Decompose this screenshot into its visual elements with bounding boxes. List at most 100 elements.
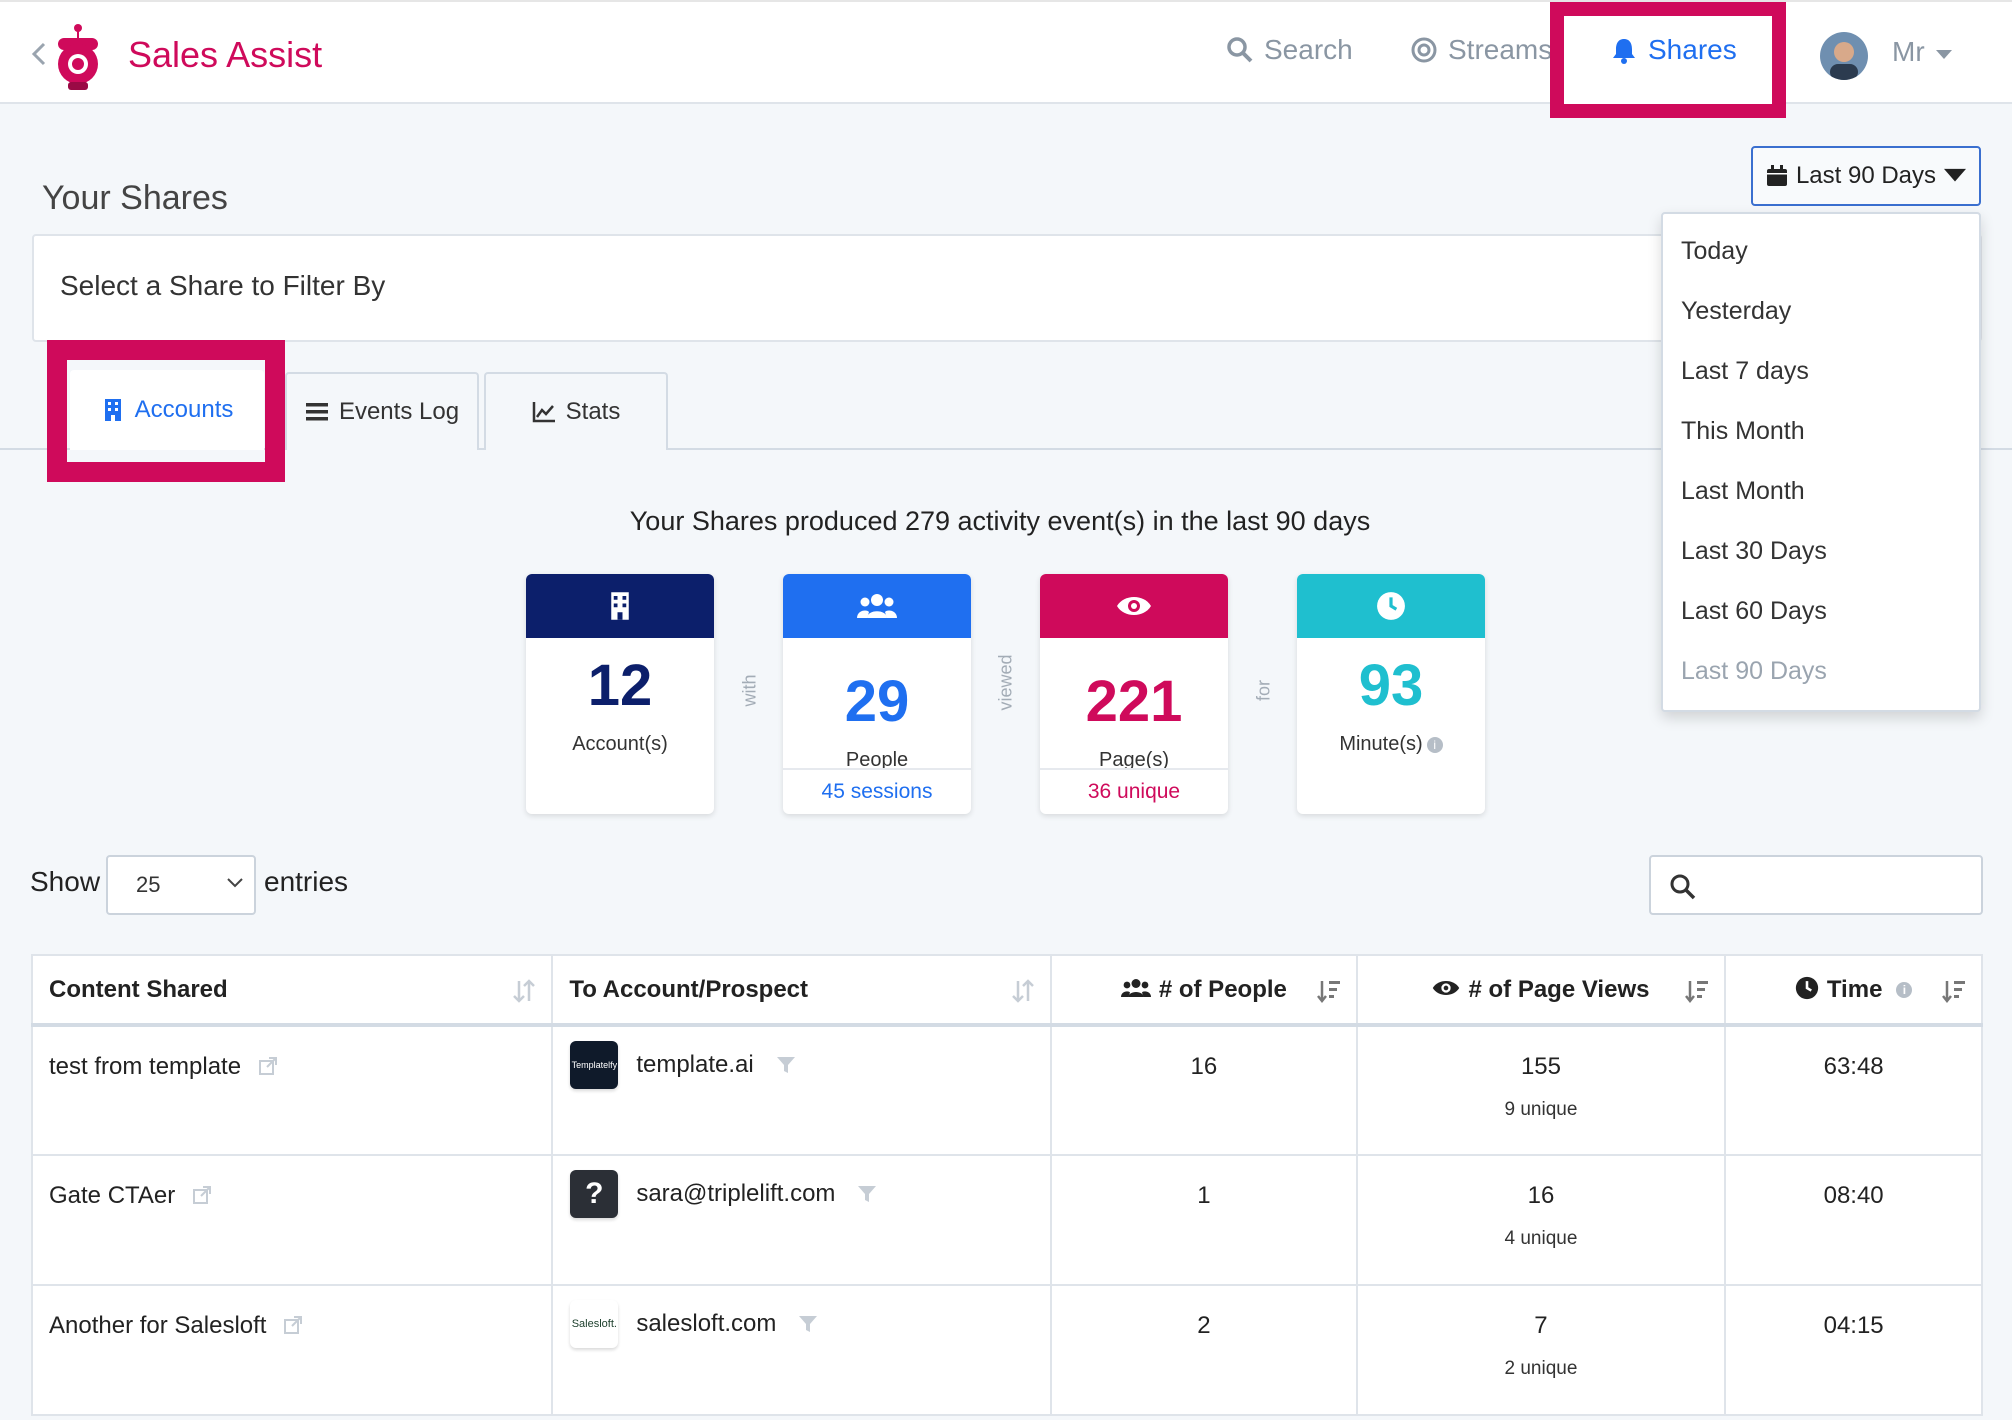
entries-label: entries — [264, 866, 349, 897]
search-icon — [1670, 874, 1696, 900]
connector-viewed: viewed — [995, 654, 1016, 711]
entries-per-page-select[interactable]: 25 — [106, 855, 256, 915]
clock-icon — [1377, 592, 1405, 620]
top-navbar: Sales Assist Search Streams Shares Mr — [0, 0, 2012, 118]
share-filter-label: Select a Share to Filter By — [60, 270, 386, 301]
date-option-last-7-days[interactable]: Last 7 days — [1681, 357, 1809, 385]
header-num-people[interactable]: # of People — [1050, 954, 1358, 1027]
sort-icon — [1012, 979, 1034, 1003]
date-option-last-month[interactable]: Last Month — [1681, 477, 1805, 505]
date-range-dropdown: Today Yesterday Last 7 days This Month L… — [1661, 212, 1981, 712]
shares-highlight-box — [1550, 2, 1786, 118]
account-cell: Templatelfy template.ai — [551, 1024, 1053, 1156]
account-cell: ? sara@triplelift.com — [551, 1154, 1053, 1286]
sort-icon — [513, 979, 536, 1003]
unique-pages-count[interactable]: 36 unique — [1040, 768, 1228, 814]
time-cell: 63:48 — [1724, 1024, 1983, 1156]
content-shared-cell: Another for Salesloft — [30, 1284, 554, 1416]
minutes-label: Minute(s) i — [1297, 733, 1485, 756]
caret-down-icon — [1944, 168, 1967, 182]
user-avatar[interactable] — [1820, 32, 1868, 80]
chevron-down-icon — [227, 878, 243, 888]
date-option-last-60-days[interactable]: Last 60 Days — [1681, 597, 1827, 625]
account-name[interactable]: sara@triplelift.com — [636, 1180, 836, 1207]
content-shared-cell: Gate CTAer — [30, 1154, 554, 1286]
eye-icon — [1117, 597, 1151, 615]
account-name[interactable]: template.ai — [636, 1051, 754, 1078]
date-option-last-30-days[interactable]: Last 30 Days — [1681, 537, 1827, 565]
people-icon — [857, 594, 897, 618]
nav-shares[interactable]: Shares — [1610, 34, 1737, 66]
people-icon — [1120, 978, 1151, 997]
header-time[interactable]: Time i — [1724, 954, 1983, 1027]
tab-accounts-label: Accounts — [134, 396, 234, 423]
sort-desc-icon — [1316, 981, 1340, 1004]
brand-name[interactable]: Sales Assist — [128, 34, 323, 75]
date-option-today[interactable]: Today — [1681, 237, 1748, 265]
people-cell: 2 — [1050, 1284, 1358, 1416]
accounts-label: Account(s) — [572, 733, 668, 755]
back-chevron-icon[interactable] — [28, 40, 50, 68]
shares-table: Content Shared To Account/Prospect # of … — [30, 954, 1983, 1416]
tab-events-log-label: Events Log — [338, 398, 460, 425]
share-filter-select[interactable]: Select a Share to Filter By — [32, 234, 1982, 342]
content-link[interactable]: Another for Salesloft — [49, 1312, 267, 1339]
robot-logo-icon[interactable] — [50, 22, 106, 94]
header-content-shared[interactable]: Content Shared — [30, 954, 554, 1027]
info-icon[interactable]: i — [1426, 736, 1443, 753]
people-label: People — [845, 749, 909, 771]
caret-down-icon[interactable] — [1936, 50, 1952, 60]
target-icon — [1411, 37, 1437, 63]
accounts-count: 12 — [587, 653, 653, 718]
user-name[interactable]: Mr — [1892, 36, 1925, 67]
filter-funnel-icon[interactable] — [798, 1314, 818, 1334]
bell-icon — [1613, 39, 1635, 64]
tabs-divider — [0, 448, 2012, 450]
content-link[interactable]: test from template — [49, 1053, 242, 1080]
date-range-button[interactable]: Last 90 Days — [1751, 146, 1981, 206]
tab-accounts[interactable]: Accounts — [70, 370, 264, 450]
date-option-this-month[interactable]: This Month — [1681, 417, 1805, 445]
table-search-input[interactable] — [1649, 855, 1983, 915]
filter-funnel-icon[interactable] — [857, 1184, 877, 1204]
line-chart-icon — [532, 402, 555, 423]
content-link[interactable]: Gate CTAer — [49, 1182, 176, 1209]
page-views-cell: 155 9 unique — [1355, 1024, 1727, 1156]
accounts-stat-card: 12 Account(s) — [526, 574, 714, 814]
nav-streams[interactable]: Streams — [1410, 34, 1552, 66]
tab-stats-label: Stats — [565, 398, 621, 425]
table-row: Another for Salesloft Salesloft. saleslo… — [30, 1284, 1983, 1416]
connector-with: with — [739, 674, 760, 707]
pages-label: Page(s) — [1098, 749, 1170, 771]
date-option-yesterday[interactable]: Yesterday — [1681, 297, 1792, 325]
table-row: test from template Templatelfy template.… — [30, 1024, 1983, 1156]
nav-search-label: Search — [1264, 34, 1353, 65]
nav-shares-label: Shares — [1648, 34, 1737, 65]
sessions-count[interactable]: 45 sessions — [783, 768, 971, 814]
account-name[interactable]: salesloft.com — [636, 1310, 777, 1337]
header-to-account[interactable]: To Account/Prospect — [551, 954, 1053, 1027]
external-link-icon[interactable] — [192, 1185, 212, 1205]
tab-events-log[interactable]: Events Log — [285, 372, 479, 450]
pages-count: 221 — [1085, 669, 1183, 734]
pages-stat-card: 221 Page(s) 36 unique — [1040, 574, 1228, 814]
header-num-page-views[interactable]: # of Page Views — [1355, 954, 1727, 1027]
external-link-icon[interactable] — [283, 1315, 303, 1335]
info-icon[interactable]: i — [1896, 982, 1913, 999]
minutes-count: 93 — [1358, 653, 1424, 718]
tab-stats[interactable]: Stats — [484, 372, 668, 450]
people-stat-card: 29 People 45 sessions — [783, 574, 971, 814]
date-option-last-90-days[interactable]: Last 90 Days — [1681, 657, 1827, 685]
unknown-account-icon: ? — [570, 1170, 619, 1218]
show-label: Show — [30, 866, 101, 897]
filter-funnel-icon[interactable] — [776, 1055, 796, 1075]
account-logo: Templatelfy — [570, 1041, 619, 1089]
accounts-tab-highlight-box — [47, 340, 285, 482]
nav-streams-label: Streams — [1448, 34, 1553, 65]
external-link-icon[interactable] — [258, 1056, 278, 1076]
sort-desc-icon — [1685, 981, 1709, 1004]
nav-search[interactable]: Search — [1226, 34, 1353, 66]
time-cell: 04:15 — [1724, 1284, 1983, 1416]
building-icon — [611, 592, 629, 620]
